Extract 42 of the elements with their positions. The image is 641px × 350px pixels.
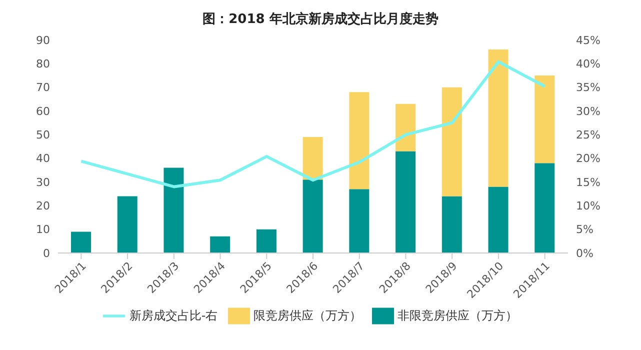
bar [349, 92, 370, 190]
y2-tick-label: 10% [576, 200, 600, 213]
y-tick-label: 90 [36, 34, 50, 47]
legend-label: 非限竞房供应（万方） [398, 308, 518, 322]
bar [442, 87, 462, 196]
y-tick-label: 30 [36, 176, 50, 189]
y-tick-label: 10 [36, 223, 50, 236]
y2-tick-label: 30% [576, 104, 600, 118]
y2-tick-label: 25% [576, 128, 600, 142]
bar [396, 104, 416, 152]
y2-tick-label: 0% [576, 246, 594, 260]
y2-tick-label: 20% [576, 152, 600, 166]
bar [302, 180, 323, 253]
chart-title: 图：2018 年北京新房成交占比月度走势 [202, 10, 440, 29]
legend-label: 限竞房供应（万方） [254, 308, 362, 322]
bar [488, 186, 508, 253]
y2-tick-label: 35% [576, 81, 600, 94]
y2-tick-label: 45% [576, 34, 600, 47]
y2-tick-label: 5% [576, 223, 594, 236]
bar [534, 163, 555, 253]
bar [488, 49, 508, 187]
line-series [80, 60, 546, 188]
y2-tick-label: 40% [576, 58, 600, 71]
legend-label: 新房成交占比-右 [129, 308, 218, 322]
y-tick-label: 80 [36, 58, 50, 71]
y-tick-label: 0 [43, 246, 50, 260]
bar [210, 236, 230, 253]
bar [117, 196, 138, 253]
y-tick-label: 40 [36, 152, 50, 166]
bar [302, 137, 323, 180]
bar [164, 168, 184, 253]
bar [396, 151, 416, 253]
bar [71, 232, 91, 253]
bar [442, 196, 462, 253]
y-tick-label: 50 [36, 128, 50, 142]
bar [349, 189, 370, 253]
y2-tick-label: 15% [576, 176, 600, 189]
bar [256, 229, 276, 253]
bar [534, 76, 555, 164]
y-tick-label: 20 [36, 200, 50, 213]
y-tick-label: 70 [36, 81, 50, 94]
y-tick-label: 60 [36, 104, 50, 118]
